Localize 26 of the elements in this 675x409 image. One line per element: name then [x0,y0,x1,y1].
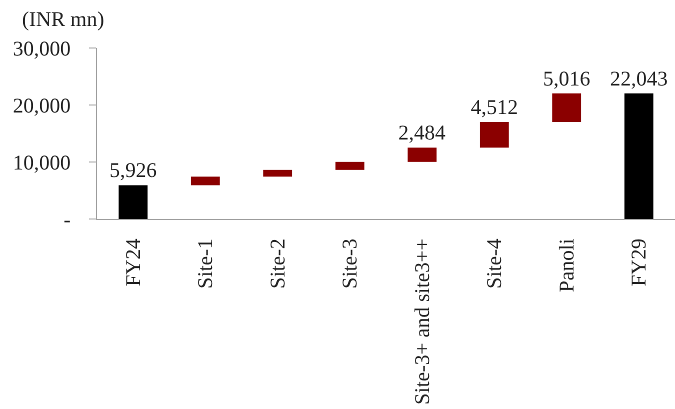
bar [480,122,509,148]
x-tick-label: Site-4 [482,238,506,289]
x-tick-label: FY29 [626,238,651,286]
bar [263,170,292,177]
y-tick-label: - [64,207,71,232]
x-tick-label: Site-3+ and site3++ [410,238,434,405]
x-tick-label: Panoli [554,238,578,292]
bar [190,176,220,186]
y-tick-label: 30,000 [12,36,71,60]
x-tick-label: FY24 [120,238,145,286]
y-tick-label: 20,000 [12,93,71,118]
bar [624,93,654,219]
data-label: 2,484 [398,120,446,145]
x-tick-label: Site-3 [338,238,362,289]
data-label: 5,016 [543,66,590,90]
data-label: 4,512 [470,94,518,119]
x-tick-label: Site-1 [193,238,218,289]
bar [552,93,582,122]
bar [408,148,437,162]
bar [335,162,364,170]
data-label: 22,043 [610,66,668,90]
data-label: 5,926 [110,158,157,182]
x-tick-label: Site-2 [265,238,290,289]
bar [118,185,148,219]
y-axis-title: (INR mn) [22,7,104,31]
y-tick-label: 10,000 [12,150,71,174]
